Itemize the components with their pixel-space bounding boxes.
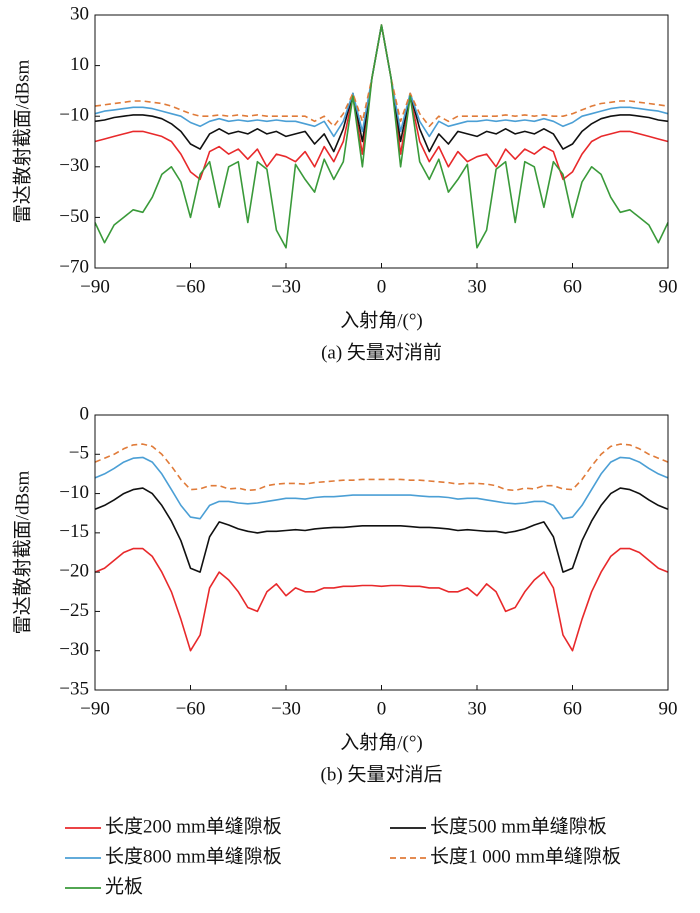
x-tick-label: 90 <box>659 276 678 297</box>
x-tick-label: −90 <box>80 698 110 719</box>
y-axis-label: 雷达散射截面/dBsm <box>11 470 33 634</box>
legend-label: 长度200 mm单缝隙板 <box>105 815 282 837</box>
y-tick-label: −50 <box>59 206 89 227</box>
x-tick-label: 0 <box>377 698 387 719</box>
plot-frame <box>94 414 669 691</box>
x-tick-label: 60 <box>563 698 582 719</box>
y-tick-label: 30 <box>70 3 89 24</box>
y-tick-label: −30 <box>59 155 89 176</box>
data-line <box>94 24 669 181</box>
y-axis-label: 雷达散射截面/dBsm <box>11 59 33 223</box>
data-line <box>94 443 669 492</box>
y-tick-label: −10 <box>59 105 89 126</box>
y-tick-label: −35 <box>59 678 89 699</box>
data-line <box>94 456 669 520</box>
chart-caption: (a) 矢量对消前 <box>321 341 442 363</box>
legend-label: 光板 <box>105 875 143 897</box>
x-tick-label: 30 <box>468 698 487 719</box>
y-tick-label: −5 <box>69 443 89 464</box>
legend-label: 长度1 000 mm单缝隙板 <box>430 845 621 867</box>
y-tick-label: 10 <box>70 54 89 75</box>
y-tick-label: −70 <box>59 256 89 277</box>
legend-label: 长度800 mm单缝隙板 <box>105 845 282 867</box>
data-line <box>94 24 669 138</box>
x-tick-label: 0 <box>377 276 387 297</box>
x-tick-label: −90 <box>80 276 110 297</box>
x-tick-label: −30 <box>271 698 301 719</box>
x-axis-label: 入射角/(°) <box>340 731 423 753</box>
data-line <box>94 547 669 652</box>
x-axis-label: 入射角/(°) <box>340 309 423 331</box>
y-tick-label: 0 <box>80 403 90 424</box>
legend-label: 长度500 mm单缝隙板 <box>430 815 607 837</box>
x-tick-label: −30 <box>271 276 301 297</box>
x-tick-label: −60 <box>176 698 206 719</box>
plot-frame <box>94 14 669 269</box>
data-line <box>94 24 669 249</box>
chart-caption: (b) 矢量对消后 <box>321 763 443 785</box>
y-tick-label: −20 <box>59 561 89 582</box>
x-tick-label: 90 <box>659 698 678 719</box>
x-tick-label: 30 <box>468 276 487 297</box>
data-line <box>94 487 669 573</box>
y-tick-label: −15 <box>59 521 89 542</box>
x-tick-label: −60 <box>176 276 206 297</box>
y-tick-label: −25 <box>59 600 89 621</box>
y-tick-label: −10 <box>59 482 89 503</box>
data-line <box>94 24 669 128</box>
y-tick-label: −30 <box>59 639 89 660</box>
x-tick-label: 60 <box>563 276 582 297</box>
data-line <box>94 24 669 153</box>
